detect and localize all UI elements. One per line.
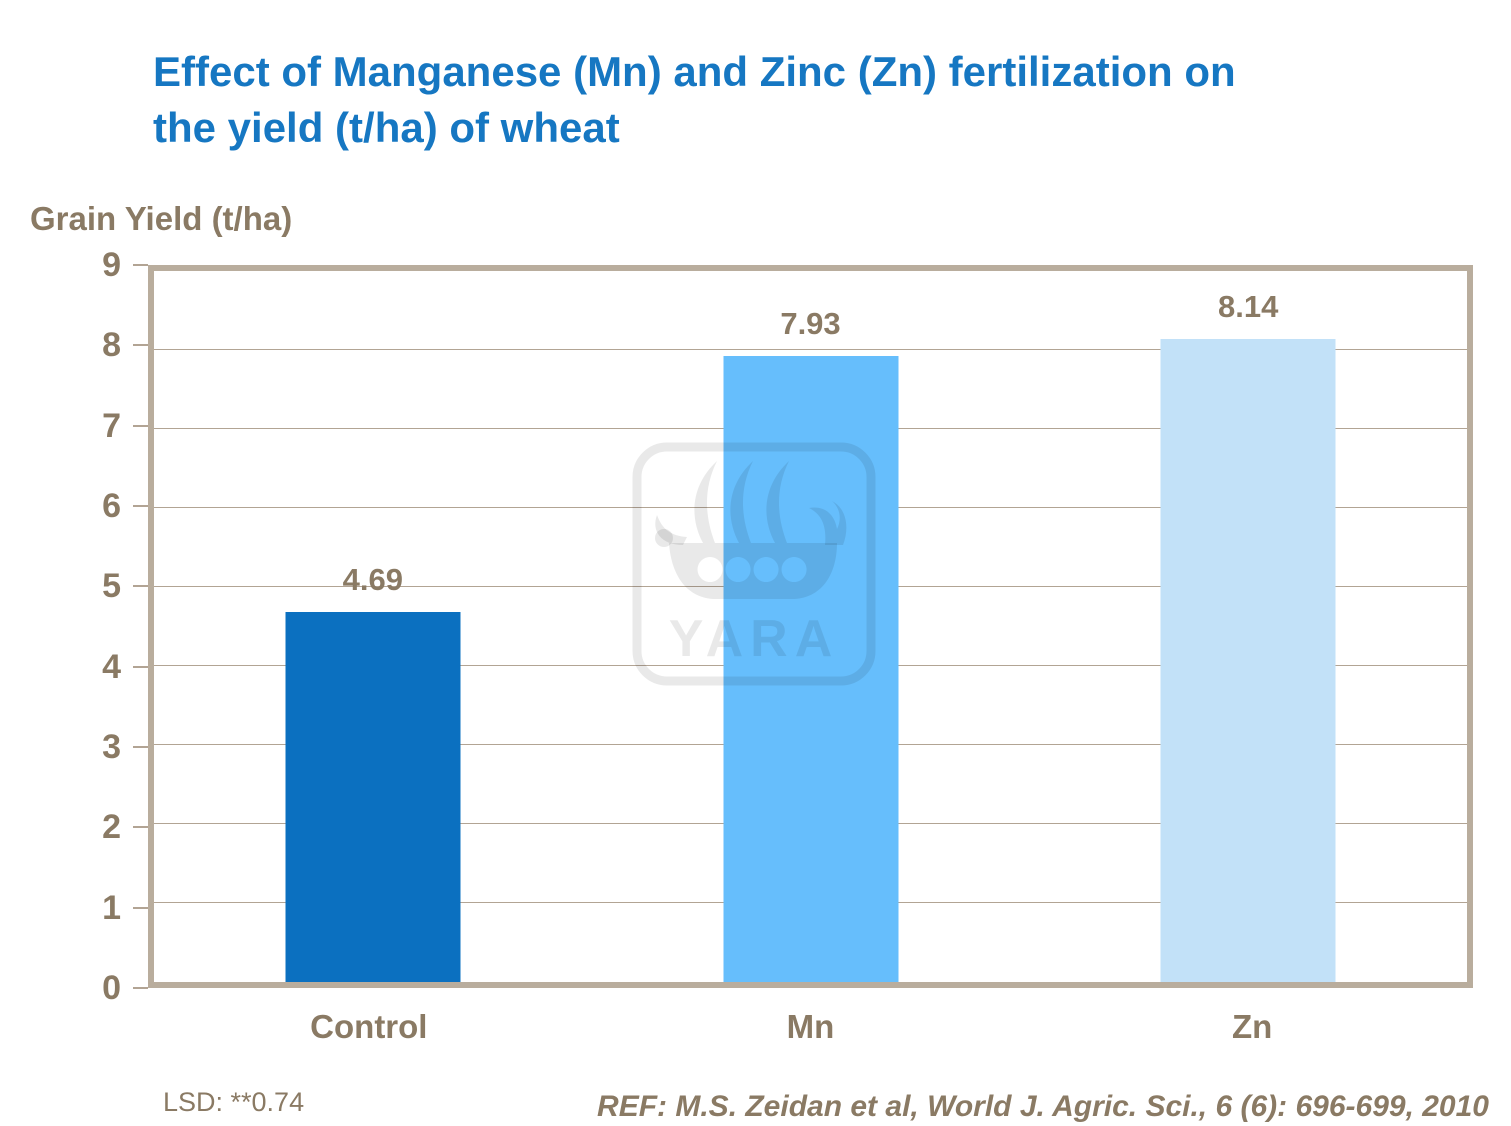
y-tick-mark — [133, 504, 148, 507]
y-tick-label: 6 — [102, 486, 121, 525]
y-tick-mark — [133, 585, 148, 588]
y-tick-label: 0 — [102, 969, 121, 1007]
bar-zn — [1160, 338, 1336, 982]
chart-title: Effect of Manganese (Mn) and Zinc (Zn) f… — [153, 44, 1473, 156]
bar-mn — [723, 355, 898, 982]
y-tick-label: 3 — [102, 727, 121, 766]
y-tick-label: 1 — [102, 888, 121, 927]
y-tick-label: 8 — [102, 326, 121, 365]
y-tick-mark — [133, 264, 148, 266]
x-label-zn: Zn — [1232, 1008, 1273, 1045]
y-tick-mark — [133, 987, 148, 989]
bar-value-label-control: 4.69 — [342, 561, 403, 597]
x-label-control: Control — [310, 1008, 428, 1045]
bar-slot-control: 4.69 — [154, 271, 592, 982]
y-tick-label: 4 — [102, 647, 121, 686]
bars-row: 4.69 7.93 8.14 — [154, 271, 1467, 982]
y-tick-label: 9 — [102, 246, 121, 284]
bar-slot-zn: 8.14 — [1029, 271, 1467, 982]
y-axis-title: Grain Yield (t/ha) — [30, 200, 293, 237]
y-tick-mark — [133, 745, 148, 748]
x-axis-labels: Control Mn Zn — [148, 1008, 1473, 1046]
y-tick-mark — [133, 424, 148, 427]
y-tick-mark — [133, 665, 148, 668]
y-tick-label: 2 — [102, 808, 121, 847]
lsd-footnote: LSD: **0.74 — [163, 1087, 305, 1117]
y-tick-mark — [133, 826, 148, 829]
reference-citation: REF: M.S. Zeidan et al, World J. Agric. … — [597, 1090, 1489, 1123]
y-tick-label: 7 — [102, 406, 121, 445]
y-tick-mark — [133, 344, 148, 347]
chart-title-line1: Effect of Manganese (Mn) and Zinc (Zn) f… — [153, 48, 1236, 95]
y-tick-mark — [133, 906, 148, 909]
x-label-mn: Mn — [786, 1008, 835, 1045]
plot-area: 4.69 7.93 8.14 — [148, 265, 1473, 988]
gridline — [154, 349, 1467, 351]
bar-slot-mn: 7.93 — [592, 271, 1030, 982]
y-axis: 0 1 2 3 4 5 6 7 8 9 — [0, 246, 148, 1007]
bar-value-label-mn: 7.93 — [780, 305, 841, 341]
bar-value-label-zn: 8.14 — [1218, 288, 1279, 324]
bar-control — [285, 611, 461, 982]
y-tick-label: 5 — [102, 567, 121, 606]
chart-title-line2: the yield (t/ha) of wheat — [153, 104, 620, 151]
